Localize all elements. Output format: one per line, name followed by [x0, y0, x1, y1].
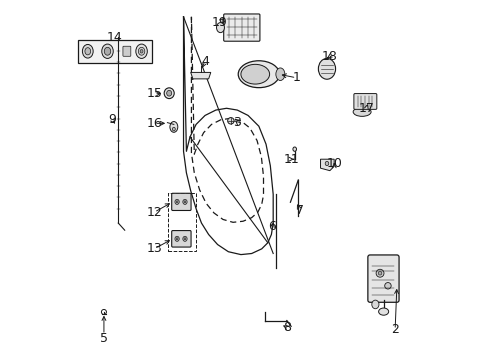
Ellipse shape — [183, 236, 187, 241]
Ellipse shape — [375, 269, 383, 277]
Ellipse shape — [82, 44, 93, 58]
Ellipse shape — [176, 201, 178, 203]
FancyBboxPatch shape — [223, 14, 260, 41]
Ellipse shape — [85, 48, 90, 55]
Ellipse shape — [325, 161, 328, 166]
Text: 14: 14 — [106, 31, 122, 45]
FancyBboxPatch shape — [78, 40, 151, 63]
Ellipse shape — [175, 199, 179, 204]
Ellipse shape — [169, 122, 178, 132]
Text: 3: 3 — [233, 116, 241, 129]
Text: 16: 16 — [146, 117, 162, 130]
Ellipse shape — [238, 61, 279, 87]
FancyBboxPatch shape — [122, 46, 131, 56]
Text: 4: 4 — [201, 55, 208, 68]
Ellipse shape — [172, 127, 175, 131]
Text: 18: 18 — [321, 50, 337, 63]
Polygon shape — [320, 159, 333, 171]
Ellipse shape — [378, 271, 381, 275]
Ellipse shape — [140, 49, 142, 53]
Text: 2: 2 — [390, 323, 398, 336]
Ellipse shape — [241, 64, 269, 84]
Ellipse shape — [384, 283, 390, 289]
Ellipse shape — [183, 238, 185, 240]
Text: 19: 19 — [211, 16, 227, 29]
Text: 15: 15 — [146, 87, 162, 100]
Text: 11: 11 — [283, 153, 298, 166]
Text: 17: 17 — [358, 102, 374, 115]
Ellipse shape — [216, 23, 224, 33]
Text: 5: 5 — [100, 332, 108, 345]
FancyBboxPatch shape — [171, 193, 191, 211]
Text: 13: 13 — [146, 242, 162, 255]
Ellipse shape — [371, 300, 378, 309]
Ellipse shape — [166, 90, 171, 96]
Ellipse shape — [275, 68, 285, 81]
Ellipse shape — [292, 147, 296, 151]
Ellipse shape — [104, 47, 110, 55]
Ellipse shape — [164, 88, 174, 99]
Text: 7: 7 — [295, 204, 304, 217]
Text: 10: 10 — [325, 157, 342, 170]
Text: 12: 12 — [146, 206, 162, 219]
Ellipse shape — [352, 107, 370, 116]
Ellipse shape — [378, 308, 388, 315]
Text: 1: 1 — [292, 71, 300, 84]
Polygon shape — [190, 72, 210, 79]
Text: 6: 6 — [268, 220, 276, 233]
Ellipse shape — [183, 201, 185, 203]
FancyBboxPatch shape — [171, 230, 191, 247]
Ellipse shape — [227, 118, 234, 124]
Ellipse shape — [176, 238, 178, 240]
Ellipse shape — [318, 58, 335, 79]
Text: 8: 8 — [283, 321, 291, 334]
Ellipse shape — [175, 236, 179, 241]
Ellipse shape — [183, 199, 187, 204]
Ellipse shape — [102, 44, 113, 58]
FancyBboxPatch shape — [353, 94, 376, 109]
FancyBboxPatch shape — [367, 255, 398, 302]
Text: 9: 9 — [108, 113, 116, 126]
Ellipse shape — [136, 44, 147, 58]
Ellipse shape — [138, 47, 144, 55]
